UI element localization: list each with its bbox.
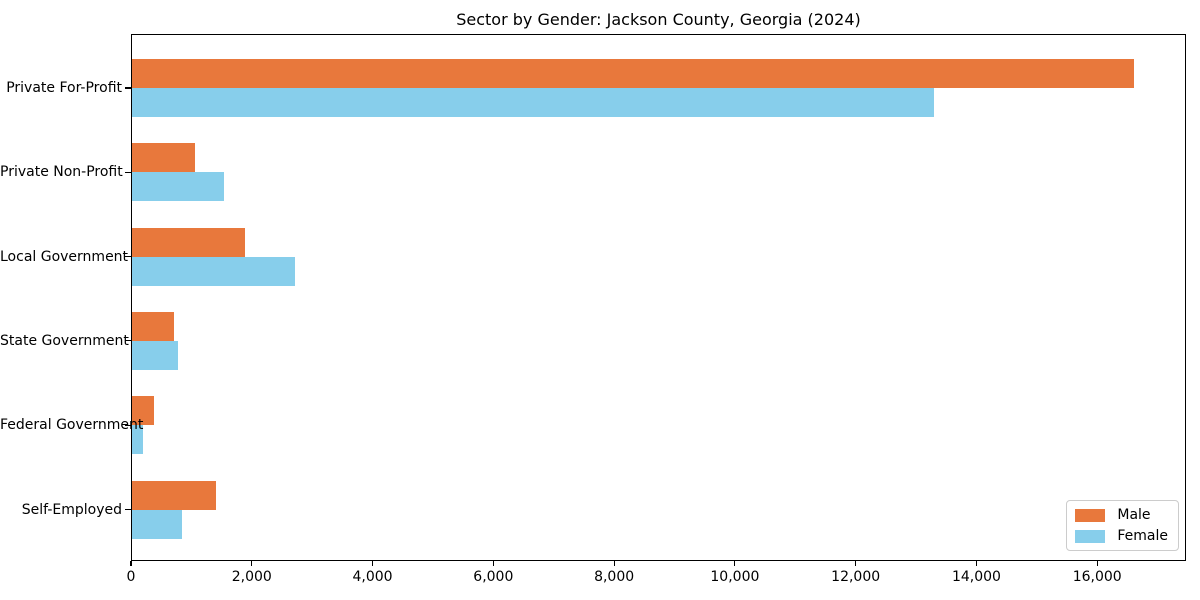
x-tick-label: 4,000: [352, 569, 393, 585]
bar-female-5: [132, 425, 143, 455]
bar-male-3: [132, 227, 246, 257]
bar-female-2: [132, 172, 225, 202]
y-tick-label: Self-Employed: [21, 501, 122, 518]
legend-label-male: Male: [1117, 507, 1151, 523]
legend-label-female: Female: [1117, 528, 1168, 544]
bar-male-2: [132, 143, 196, 173]
x-tick-label: 0: [126, 569, 136, 585]
y-tick-label: Local Government: [0, 248, 129, 265]
x-tick-mark: [855, 561, 857, 566]
bar-male-4: [132, 311, 174, 341]
y-tick-label: Private For-Profit: [6, 80, 122, 96]
x-tick-label: 2,000: [231, 569, 272, 585]
bar-female-3: [132, 256, 295, 286]
x-tick-mark: [613, 561, 615, 566]
legend-swatch-male: [1075, 508, 1106, 522]
plot-area: Male Female: [131, 34, 1186, 561]
x-tick-mark: [130, 561, 132, 566]
x-tick-label: 14,000: [951, 569, 1001, 585]
bar-male-1: [132, 59, 1135, 88]
y-tick-mark: [125, 508, 131, 511]
legend-row-male: Male: [1075, 507, 1168, 523]
y-tick-label: Federal Government: [0, 417, 144, 434]
y-tick-mark: [125, 87, 131, 89]
legend-swatch-female: [1075, 529, 1106, 543]
x-tick-mark: [1096, 561, 1098, 566]
y-tick-mark: [125, 171, 131, 173]
bar-male-5: [132, 396, 155, 426]
chart-title: Sector by Gender: Jackson County, Georgi…: [456, 10, 861, 29]
x-tick-label: 16,000: [1072, 569, 1122, 585]
x-tick-label: 10,000: [710, 569, 760, 585]
legend-row-female: Female: [1075, 528, 1168, 544]
y-tick-mark: [125, 340, 131, 342]
legend: Male Female: [1066, 500, 1179, 551]
bar-female-4: [132, 340, 178, 370]
x-tick-label: 8,000: [594, 569, 635, 585]
y-tick-mark: [125, 256, 131, 258]
x-tick-mark: [975, 561, 978, 566]
x-tick-mark: [251, 561, 253, 566]
bar-female-6: [132, 509, 183, 539]
bar-male-6: [132, 480, 216, 510]
x-tick-mark: [492, 561, 494, 566]
x-tick-label: 12,000: [831, 569, 881, 585]
x-tick-label: 6,000: [473, 569, 514, 585]
y-tick-label: State Government: [0, 332, 129, 349]
x-tick-mark: [371, 561, 374, 566]
bar-female-1: [132, 88, 935, 117]
y-tick-label: Private Non-Profit: [0, 164, 123, 181]
x-tick-mark: [734, 561, 736, 566]
y-tick-mark: [125, 424, 131, 426]
